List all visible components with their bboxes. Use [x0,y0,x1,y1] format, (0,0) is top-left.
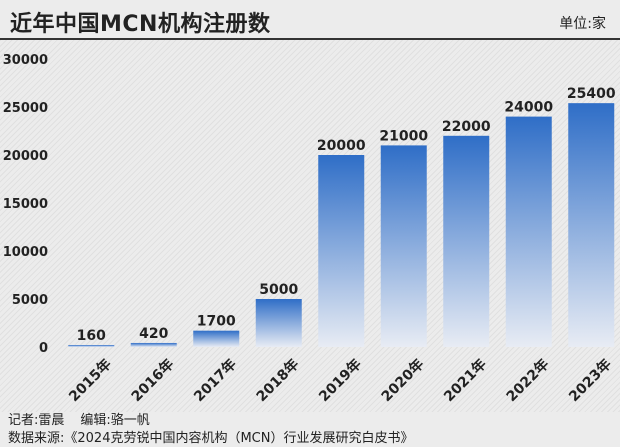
bar-value-label: 20000 [317,138,366,154]
x-tick-label: 2016年 [128,356,177,405]
y-tick-label: 0 [39,341,48,356]
x-tick-label: 2022年 [503,356,552,405]
reporter-credit: 记者:雷晨 [8,413,65,428]
editor-credit: 编辑:骆一帆 [80,413,150,428]
bar [505,116,552,347]
y-tick-label: 25000 [3,101,48,116]
bar-value-label: 25400 [567,86,616,102]
unit-label: 单位:家 [559,16,606,32]
x-tick-label: 2023年 [565,356,614,405]
bars [68,103,615,347]
y-tick-label: 10000 [3,245,48,260]
x-tick-label: 2017年 [190,356,239,405]
y-axis: 0 5000 10000 15000 20000 25000 30000 [3,53,48,356]
x-tick-label: 2019年 [315,356,364,405]
y-tick-label: 30000 [3,53,48,68]
bar-value-label: 21000 [379,128,428,144]
y-tick-label: 15000 [3,197,48,212]
x-tick-label: 2020年 [378,356,427,405]
source-note: 数据来源:《2024克劳锐中国内容机构（MCN）行业发展研究白皮书》 [8,431,414,446]
credit-line: 记者:雷晨 编辑:骆一帆 [8,409,150,428]
x-axis: 2015年 2016年 2017年 2018年 2019年 2020年 2021年 2022年… [65,356,614,405]
bar-value-label: 5000 [259,282,298,298]
x-tick-label: 2021年 [440,356,489,405]
bar-value-label: 160 [77,328,106,344]
x-tick-label: 2018年 [253,356,302,405]
y-tick-label: 5000 [12,293,48,308]
bar [318,155,365,347]
data-labels: 160 420 1700 5000 20000 21000 22000 24000 25400 [77,86,616,344]
bar [130,342,177,347]
bar [68,345,115,347]
title-divider [0,38,620,40]
bar-value-label: 420 [139,326,168,342]
x-tick-label: 2015年 [65,356,114,405]
bar [193,330,240,347]
bar-value-label: 24000 [504,100,553,116]
bar [568,103,615,347]
bar [255,299,302,347]
bar [380,145,427,347]
bar-value-label: 22000 [442,119,491,135]
bar-value-label: 1700 [197,314,236,330]
chart-title: 近年中国MCN机构注册数 [10,12,271,37]
bar [443,135,490,347]
y-tick-label: 20000 [3,149,48,164]
